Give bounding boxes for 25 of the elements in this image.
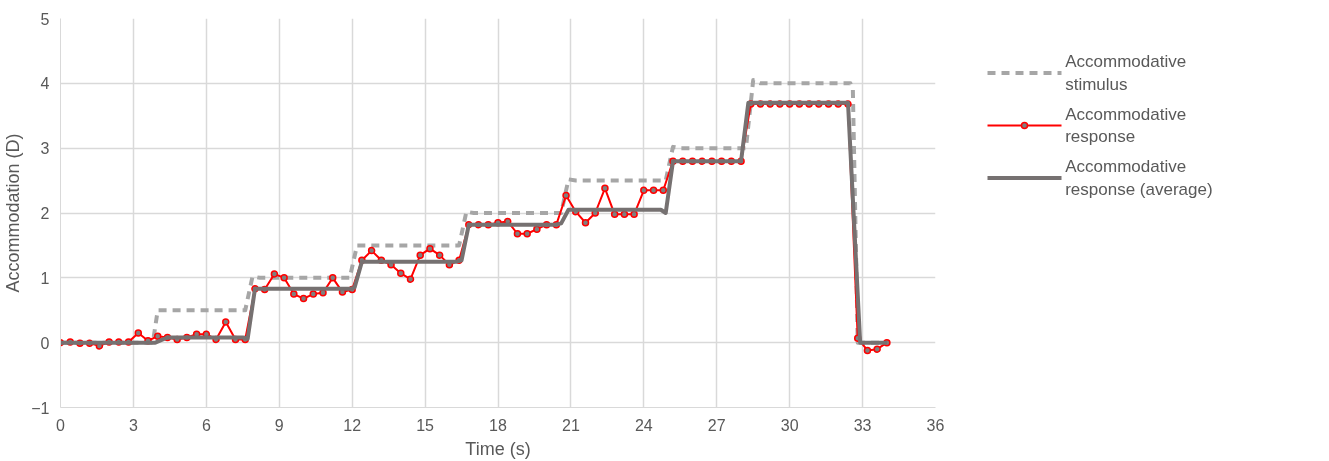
legend-label: Accommodative response: [1065, 104, 1187, 147]
x-tick-label: 21: [562, 416, 580, 434]
x-tick-label: 36: [926, 416, 945, 434]
legend-label: Accommodative response (average): [1065, 157, 1213, 199]
y-tick-label: 3: [40, 140, 50, 158]
x-tick-label: 12: [343, 416, 362, 434]
y-axis-title: Accommodation (D): [3, 133, 24, 293]
x-tick-label: 3: [128, 416, 138, 434]
x-tick-label: 27: [707, 416, 726, 434]
x-tick-label: 33: [853, 416, 872, 434]
x-tick-label: 15: [416, 416, 435, 434]
y-tick-label: 1: [40, 269, 50, 287]
legend-label: Accommodative stimulus: [1065, 52, 1187, 94]
x-tick-label: 30: [780, 416, 799, 434]
x-tick-label: 18: [489, 416, 507, 434]
x-axis-title: Time (s): [465, 438, 531, 459]
y-tick-label: 5: [40, 10, 50, 28]
x-tick-label: 24: [634, 416, 653, 434]
x-tick-label: 6: [201, 416, 211, 434]
x-tick-label: 9: [274, 416, 284, 434]
y-tick-label: 4: [40, 75, 50, 93]
x-tick-label: 0: [56, 416, 66, 434]
y-tick-label: 2: [40, 205, 50, 222]
y-tick-label: 0: [40, 334, 50, 352]
y-tick-label: −1: [31, 399, 50, 417]
